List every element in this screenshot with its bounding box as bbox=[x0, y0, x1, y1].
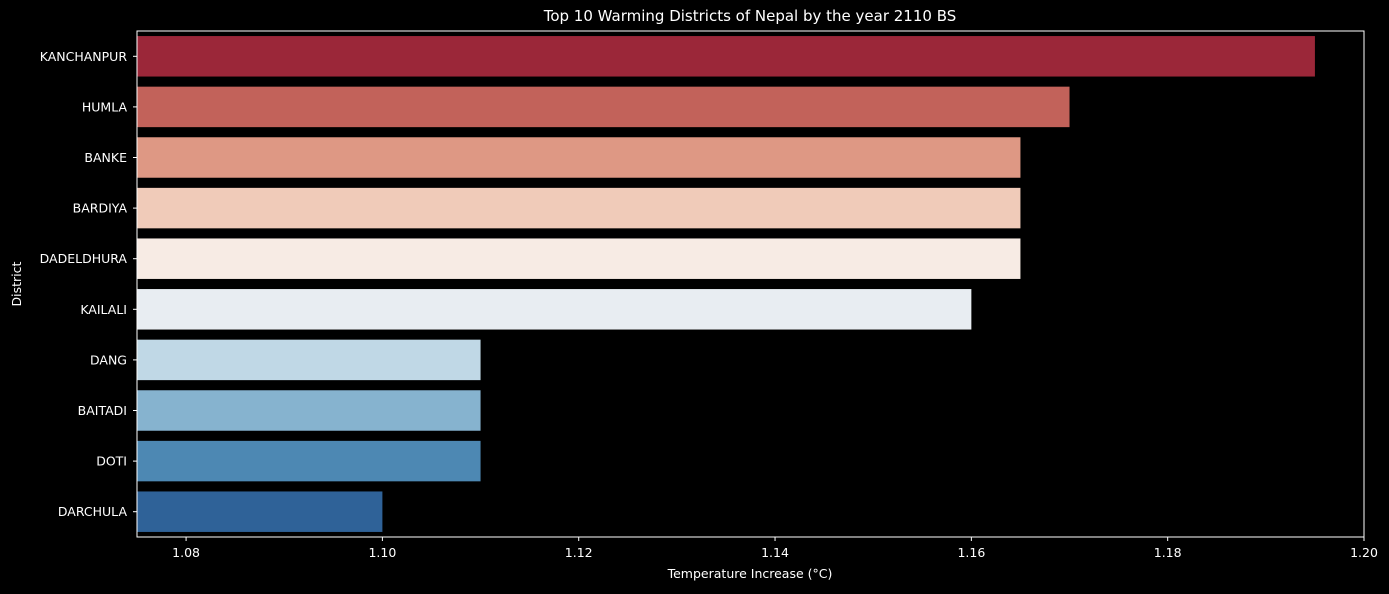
bar-kailali bbox=[137, 289, 972, 330]
y-tick-label-darchula: DARCHULA bbox=[58, 504, 128, 519]
bar-dadeldhura bbox=[137, 238, 1021, 279]
x-tick-label: 1.18 bbox=[1154, 545, 1182, 560]
bar-dang bbox=[137, 339, 481, 381]
x-tick-label: 1.16 bbox=[957, 545, 985, 560]
bar-darchula bbox=[137, 491, 383, 532]
y-tick-label-banke: BANKE bbox=[84, 150, 127, 165]
plot-frame bbox=[136, 30, 1365, 538]
y-tick-label-doti: DOTI bbox=[96, 454, 127, 469]
bar-bardiya bbox=[137, 187, 1021, 229]
x-axis-label: Temperature Increase (°C) bbox=[667, 566, 833, 581]
x-tick-label: 1.08 bbox=[172, 545, 200, 560]
y-tick-label-baitadi: BAITADI bbox=[78, 403, 127, 418]
y-axis-label: District bbox=[9, 261, 24, 306]
x-axis: 1.08 1.10 1.12 1.14 1.16 1.18 1.20 bbox=[172, 537, 1378, 560]
x-tick-label: 1.12 bbox=[565, 545, 593, 560]
bar-doti bbox=[137, 440, 481, 482]
x-tick-label: 1.20 bbox=[1350, 545, 1378, 560]
y-tick-label-humla: HUMLA bbox=[82, 99, 128, 114]
y-tick-label-kailali: KAILALI bbox=[80, 302, 127, 317]
bar-kanchanpur bbox=[137, 36, 1315, 77]
y-tick-label-dadeldhura: DADELDHURA bbox=[40, 251, 128, 266]
x-tick-label: 1.10 bbox=[368, 545, 396, 560]
y-tick-label-kanchanpur: KANCHANPUR bbox=[40, 49, 128, 64]
y-axis: KANCHANPUR HUMLA BANKE BARDIYA DADELDHURA KAI… bbox=[40, 49, 137, 519]
chart-title: Top 10 Warming Districts of Nepal by the… bbox=[543, 7, 957, 25]
y-tick-label-bardiya: BARDIYA bbox=[73, 201, 128, 216]
bar-humla bbox=[137, 86, 1070, 128]
bars-group bbox=[137, 36, 1315, 532]
x-tick-label: 1.14 bbox=[761, 545, 789, 560]
bar-baitadi bbox=[137, 390, 481, 431]
bar-banke bbox=[137, 137, 1021, 178]
y-tick-label-dang: DANG bbox=[90, 352, 127, 367]
